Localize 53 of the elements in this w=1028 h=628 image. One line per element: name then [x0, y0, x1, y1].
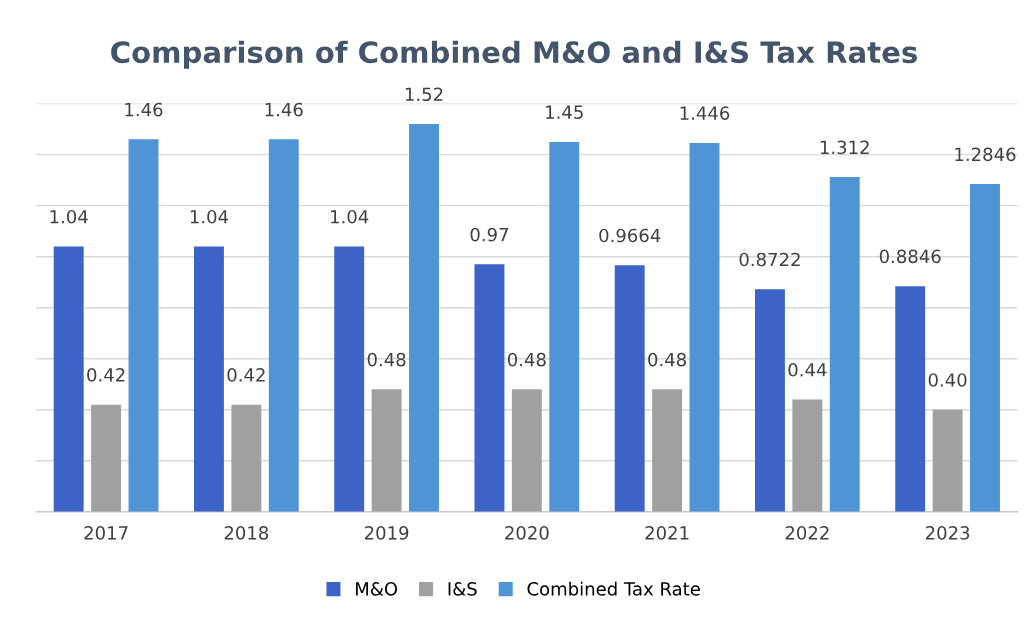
bar [970, 184, 1000, 512]
data-label: 1.04 [50, 209, 88, 224]
bar [652, 389, 683, 512]
data-label: 1.45 [546, 105, 583, 119]
bar [268, 139, 299, 512]
bar [409, 124, 439, 512]
data-label: 0.48 [367, 352, 406, 367]
data-label: 0.42 [87, 368, 125, 382]
chart-title: Comparison of Combined M&O and I&S Tax Rates [111, 40, 917, 69]
x-tick-label: 2022 [785, 526, 829, 540]
data-label: 0.97 [470, 227, 509, 242]
data-label: 1.2846 [955, 147, 1016, 162]
bar [895, 286, 926, 512]
bar [231, 404, 262, 512]
bar [128, 139, 159, 512]
bar [689, 142, 720, 512]
bar [371, 389, 402, 512]
bar [829, 177, 860, 512]
bar [932, 409, 963, 512]
data-label: 1.312 [820, 140, 869, 155]
bar [792, 399, 823, 512]
x-tick-label: 2017 [84, 526, 128, 540]
data-label: 1.446 [680, 106, 730, 120]
legend-label: Combined Tax Rate [527, 581, 700, 596]
bar [549, 141, 580, 512]
bar [511, 389, 542, 512]
data-label: 0.9664 [599, 228, 661, 243]
legend-label: I&S [448, 582, 477, 596]
bar [193, 246, 224, 512]
bar [334, 246, 365, 512]
data-label: 0.44 [788, 362, 827, 377]
data-label: 1.46 [125, 102, 163, 117]
data-label: 0.42 [227, 368, 265, 382]
data-label: 1.46 [265, 102, 303, 117]
x-tick-label: 2018 [224, 526, 269, 540]
data-label: 0.40 [928, 373, 967, 387]
x-tick-label: 2023 [925, 526, 970, 540]
data-label: 0.48 [507, 352, 546, 367]
data-label: 1.04 [190, 209, 229, 224]
legend-label: M&O [355, 582, 398, 596]
bar [474, 264, 505, 512]
bar [91, 404, 122, 512]
bar [614, 265, 645, 512]
data-label: 1.04 [331, 209, 369, 224]
bar [53, 246, 84, 512]
x-tick-label: 2019 [364, 526, 409, 540]
bar [754, 289, 785, 512]
x-tick-label: 2020 [505, 526, 549, 540]
data-label: 1.52 [405, 87, 443, 102]
data-label: 0.8846 [879, 249, 941, 264]
data-label: 0.8722 [739, 252, 800, 267]
x-tick-label: 2021 [645, 526, 689, 540]
data-label: 0.48 [648, 352, 686, 367]
